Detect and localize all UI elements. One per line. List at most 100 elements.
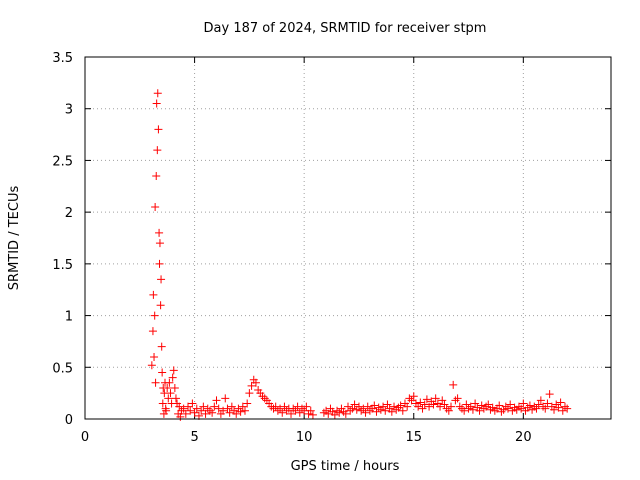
data-point — [170, 383, 179, 392]
data-point — [223, 404, 232, 413]
data-point — [151, 202, 160, 211]
data-point — [238, 402, 247, 411]
axis-layer: 0 5 10 15 20 0 0.5 1 1.5 2 2.5 3 3.5 — [52, 51, 611, 445]
data-point — [197, 406, 206, 415]
data-point — [563, 404, 572, 413]
data-point — [260, 394, 269, 403]
data-point — [149, 290, 158, 299]
data-point — [541, 404, 550, 413]
data-point — [407, 396, 416, 405]
data-point — [403, 402, 412, 411]
data-point — [409, 392, 418, 401]
data-point — [165, 378, 174, 387]
data-point — [308, 410, 317, 419]
data-point — [517, 404, 526, 413]
data-point — [190, 408, 199, 417]
data-point — [398, 406, 407, 415]
data-point — [550, 405, 559, 414]
y-tick-label: 0.5 — [52, 361, 73, 376]
data-point — [444, 406, 453, 415]
x-axis-label: GPS time / hours — [291, 459, 400, 474]
data-point — [302, 402, 311, 411]
data-point — [344, 402, 352, 411]
data-point — [240, 406, 249, 415]
data-point — [442, 404, 451, 413]
y-tick-label: 3.5 — [52, 51, 73, 66]
data-point — [431, 394, 440, 403]
data-point — [425, 402, 434, 411]
data-point — [153, 89, 162, 98]
data-point — [418, 404, 427, 413]
data-point — [436, 402, 445, 411]
data-point — [203, 404, 212, 413]
data-point — [534, 400, 543, 409]
data-point — [558, 406, 567, 415]
data-point — [449, 380, 458, 389]
data-point — [381, 406, 390, 415]
data-point — [287, 409, 296, 418]
data-point — [361, 408, 370, 417]
data-point — [341, 409, 350, 418]
data-point — [176, 412, 185, 421]
data-point — [212, 396, 221, 405]
data-point — [225, 408, 234, 417]
data-point — [348, 404, 357, 413]
data-point — [148, 327, 157, 336]
data-point — [289, 404, 298, 413]
data-point — [453, 394, 462, 403]
data-point — [350, 400, 359, 409]
data-point — [147, 361, 156, 370]
y-tick-label: 2.5 — [52, 154, 73, 169]
data-point — [232, 409, 241, 418]
data-point — [181, 409, 190, 418]
data-point — [372, 407, 381, 416]
data-point — [153, 146, 162, 155]
data-point — [451, 396, 460, 405]
y-tick-label: 1.5 — [52, 258, 73, 273]
data-point — [297, 404, 306, 413]
data-point — [363, 402, 372, 411]
data-point — [188, 399, 197, 408]
data-point — [219, 406, 228, 415]
data-point — [155, 228, 164, 237]
data-point — [273, 406, 282, 415]
data-point — [330, 410, 339, 419]
data-point — [157, 342, 166, 351]
data-point — [155, 239, 164, 248]
x-tick-label: 10 — [296, 430, 313, 445]
data-point — [184, 402, 193, 411]
data-point — [166, 389, 175, 398]
data-point — [150, 311, 159, 320]
data-point — [163, 383, 172, 392]
data-point — [506, 400, 515, 409]
data-point — [464, 404, 473, 413]
data-point — [192, 404, 201, 413]
data-point — [560, 402, 569, 411]
y-tick-label: 3 — [65, 103, 73, 118]
data-points — [147, 89, 572, 421]
data-point — [247, 381, 256, 390]
plot-frame — [84, 56, 612, 420]
data-point — [150, 352, 159, 361]
data-point — [429, 400, 438, 409]
data-point — [162, 406, 171, 415]
data-point — [227, 402, 236, 411]
y-tick-label: 0 — [65, 413, 73, 428]
y-tick-label: 2 — [65, 206, 73, 221]
data-point — [169, 366, 178, 375]
data-point — [396, 401, 405, 410]
data-point — [306, 406, 315, 415]
data-point — [154, 125, 163, 134]
data-point — [319, 408, 328, 417]
data-point — [333, 406, 342, 415]
data-point — [324, 409, 333, 418]
data-point — [484, 400, 493, 409]
data-point — [278, 408, 287, 417]
data-point — [291, 406, 300, 415]
data-point — [416, 398, 425, 407]
data-point — [236, 407, 245, 416]
data-point — [214, 404, 223, 413]
data-point — [379, 402, 388, 411]
data-point — [156, 301, 165, 310]
